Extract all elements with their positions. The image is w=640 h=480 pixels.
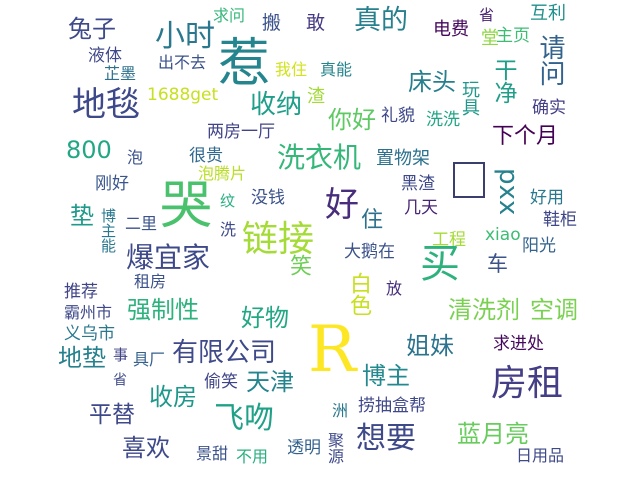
word: 事: [113, 346, 129, 364]
word: 强制性: [127, 296, 199, 324]
word: 惹: [218, 34, 271, 94]
word: 求问: [213, 6, 246, 25]
word: 很贵: [189, 146, 223, 166]
word: 蓝月亮: [457, 420, 529, 448]
word: 具厂: [133, 350, 166, 369]
word: 出不去: [158, 53, 207, 72]
word: 姐妹: [406, 332, 454, 360]
word: 偷笑: [204, 372, 238, 392]
word: 聚源: [325, 432, 344, 464]
word: 我住: [275, 60, 308, 79]
word: 刚好: [95, 174, 129, 194]
word: 放: [383, 280, 402, 296]
word: 租房: [134, 272, 167, 291]
word: 好用: [530, 188, 564, 208]
word: 收房: [149, 383, 197, 411]
word: 透明: [287, 438, 321, 458]
word: 笑: [286, 254, 311, 276]
word: 洗: [220, 220, 237, 239]
word: 霸州市: [64, 303, 113, 322]
word: 天津: [246, 368, 294, 396]
word: 省: [111, 372, 127, 386]
word: 两房一厅: [207, 122, 275, 142]
word: 收纳: [250, 90, 303, 120]
word: 房租: [491, 363, 564, 404]
word: 链接: [242, 219, 315, 260]
word: pxx: [493, 168, 523, 216]
word: 洲: [329, 402, 348, 418]
word: 电费: [433, 19, 469, 40]
placeholder-glyph-box: [453, 162, 485, 198]
word: 喜欢: [122, 434, 170, 462]
word: 有限公司: [172, 338, 277, 368]
word: 想要: [356, 421, 416, 456]
word: 垫: [70, 202, 94, 230]
word: 互利: [530, 3, 566, 24]
word: 液体: [88, 46, 122, 66]
word: 二里: [125, 214, 158, 233]
word: xiao: [485, 225, 521, 245]
word: 博主: [362, 362, 410, 390]
word: 置物架: [376, 148, 430, 169]
word: 几天: [404, 198, 438, 218]
word: 干净: [490, 58, 516, 104]
word: 地垫: [58, 344, 106, 372]
word: 请问: [535, 34, 565, 86]
word: 确实: [532, 98, 566, 118]
word: 求进处: [493, 334, 544, 354]
word: 你好: [328, 106, 376, 134]
word: 洗洗: [426, 110, 460, 130]
word: 工程: [432, 230, 466, 250]
word: 泡腾片: [198, 164, 247, 183]
word: 1688get: [147, 85, 219, 105]
word: 真能: [320, 60, 353, 79]
word: 主页: [496, 26, 530, 46]
word: 地毯: [72, 85, 140, 125]
word: 玩具: [459, 80, 480, 116]
word: 大鹅在: [344, 242, 395, 262]
word: 捞抽盒帮: [358, 396, 426, 416]
word: 泡: [127, 148, 144, 167]
word: 渣: [307, 86, 325, 107]
word: 搬: [262, 12, 282, 34]
word: 兔子: [68, 15, 116, 43]
word: 黑渣: [401, 174, 435, 194]
word: 爆宜家: [126, 241, 211, 274]
word: 礼貌: [381, 106, 415, 126]
word: 博主能: [99, 208, 117, 253]
word: 推荐: [64, 282, 98, 302]
word: 好: [325, 185, 359, 225]
word: 飞吻: [214, 401, 274, 436]
word: 买: [420, 241, 460, 287]
word: 敢: [306, 12, 326, 34]
word: 车: [487, 252, 508, 276]
word: R: [308, 313, 357, 387]
word: 哭: [160, 176, 213, 236]
word: 日用品: [516, 446, 565, 465]
word: 义乌市: [64, 324, 115, 344]
word: 空调: [530, 296, 578, 324]
word: 住: [361, 208, 384, 233]
word: 没钱: [251, 188, 285, 208]
word: 下个月: [492, 124, 559, 149]
word: 堂: [478, 28, 499, 46]
word: 纹: [218, 193, 236, 208]
word: 800: [66, 136, 112, 164]
word: 真的: [354, 5, 408, 36]
word: 小时: [155, 19, 215, 54]
word: 床头: [408, 68, 456, 96]
word: 景甜: [196, 444, 229, 463]
word: 省: [479, 6, 495, 24]
word: 平替: [89, 402, 135, 428]
word: 白色: [346, 272, 371, 316]
word: 清洗剂: [448, 296, 520, 324]
word: 洗衣机: [277, 141, 362, 174]
word: 鞋柜: [543, 210, 577, 230]
word: 阳光: [522, 236, 556, 256]
word: 不用: [236, 447, 269, 466]
word: 好物: [241, 304, 289, 332]
word: 芷墨: [104, 64, 137, 83]
